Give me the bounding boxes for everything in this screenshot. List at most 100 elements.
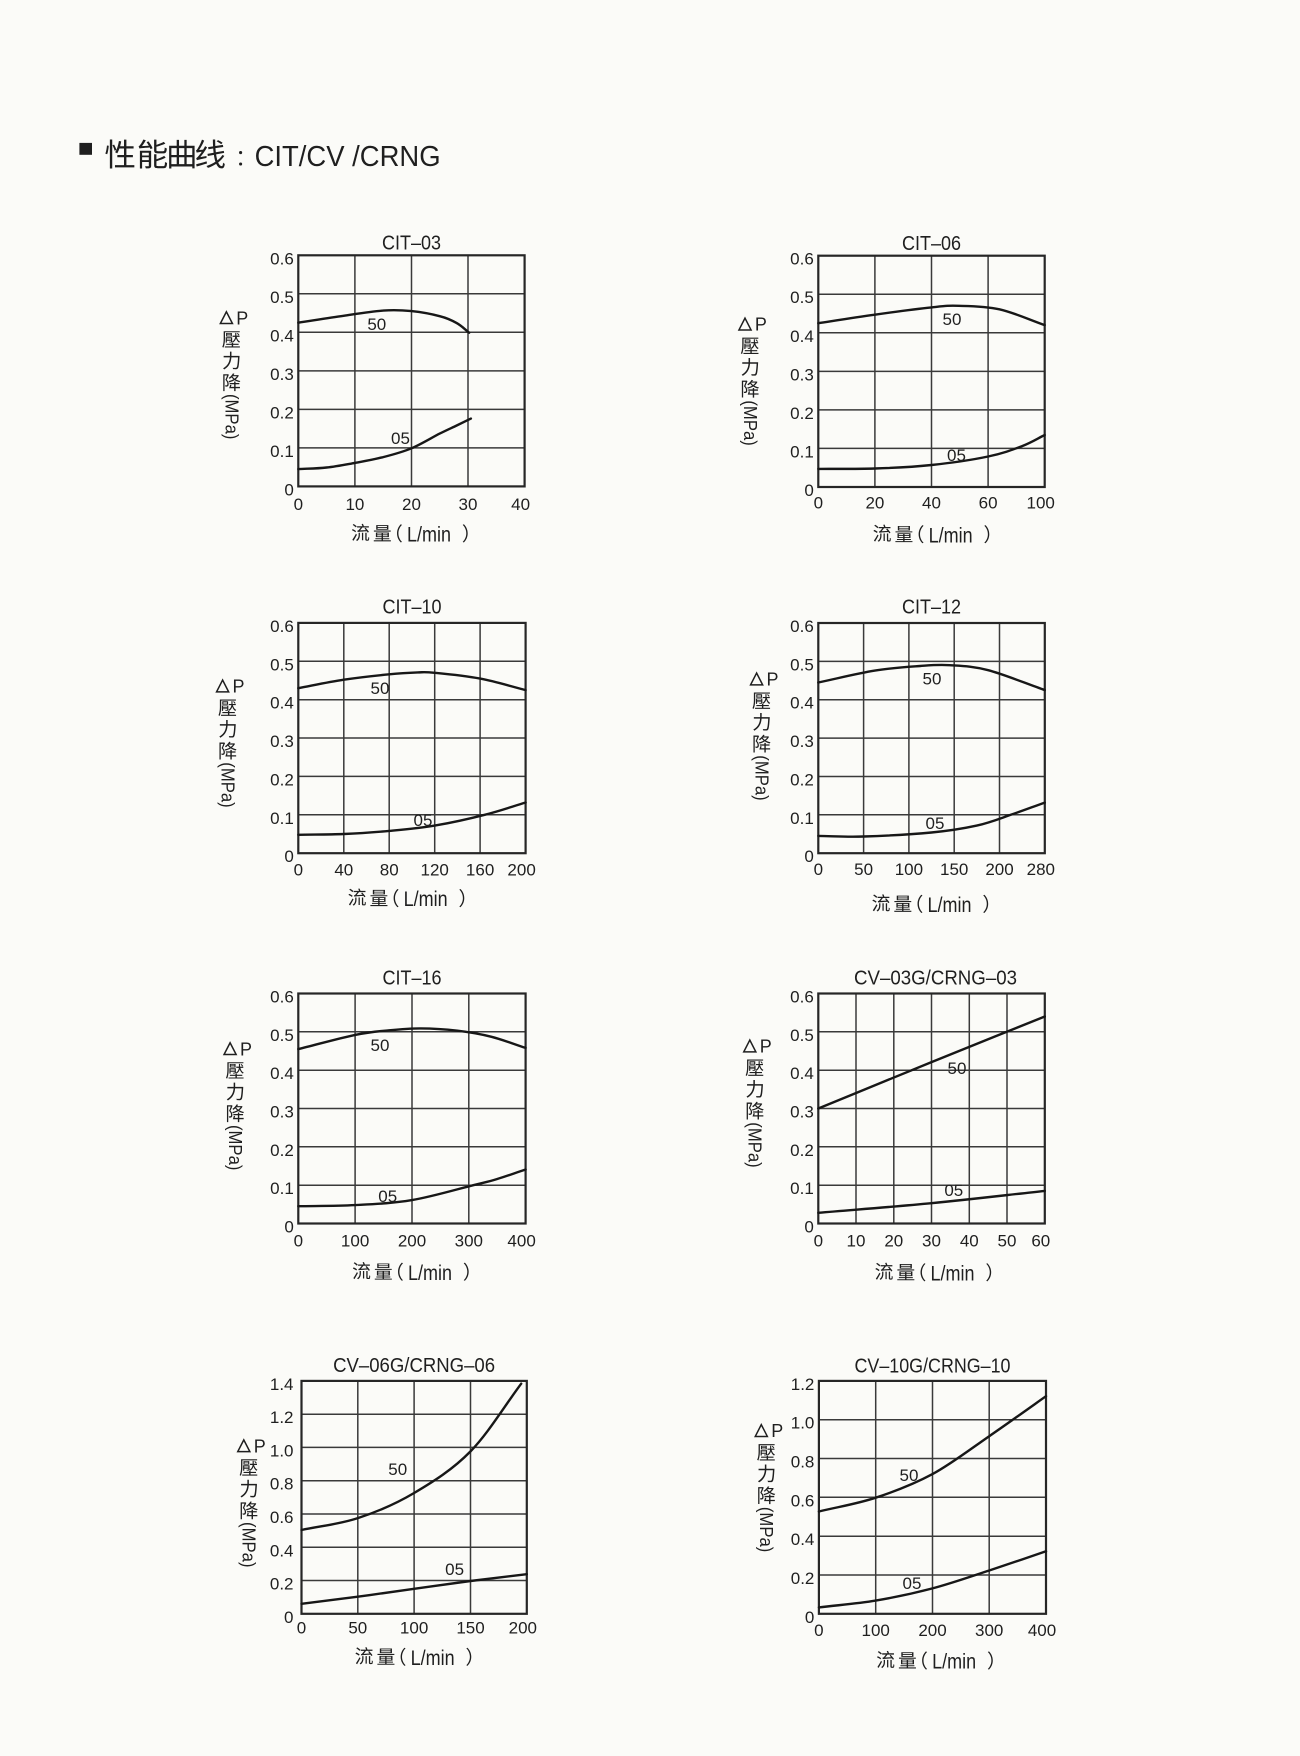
svg-text:0.4: 0.4 xyxy=(270,326,294,345)
svg-text:0: 0 xyxy=(804,847,813,866)
svg-text:0: 0 xyxy=(814,494,823,513)
svg-text:20: 20 xyxy=(884,1232,903,1251)
svg-text:0.3: 0.3 xyxy=(790,1103,814,1122)
svg-text:0.6: 0.6 xyxy=(270,617,294,636)
svg-text:200: 200 xyxy=(509,1619,537,1638)
svg-text:50: 50 xyxy=(367,315,386,334)
svg-text:0: 0 xyxy=(294,495,303,514)
svg-text:1.2: 1.2 xyxy=(791,1375,815,1394)
svg-text:40: 40 xyxy=(922,494,941,513)
svg-text:0.4: 0.4 xyxy=(790,327,814,346)
svg-text:0.6: 0.6 xyxy=(790,617,814,636)
svg-text:40: 40 xyxy=(334,860,353,879)
svg-text:0.1: 0.1 xyxy=(270,442,294,461)
svg-text:10: 10 xyxy=(847,1232,866,1251)
svg-text:05: 05 xyxy=(926,814,945,833)
svg-text:60: 60 xyxy=(979,494,998,513)
svg-text:0.1: 0.1 xyxy=(790,809,814,828)
svg-text:100: 100 xyxy=(862,1621,890,1640)
svg-text:0.6: 0.6 xyxy=(270,1508,294,1527)
svg-text:300: 300 xyxy=(455,1232,483,1251)
svg-text:0.4: 0.4 xyxy=(790,694,814,713)
svg-text:150: 150 xyxy=(456,1619,484,1638)
svg-text:60: 60 xyxy=(1031,1232,1050,1251)
svg-text:1.2: 1.2 xyxy=(270,1408,294,1427)
svg-text:0.2: 0.2 xyxy=(790,1141,814,1160)
svg-text:0: 0 xyxy=(804,1218,813,1237)
svg-text:30: 30 xyxy=(459,495,478,514)
svg-text:1.0: 1.0 xyxy=(270,1441,294,1460)
svg-text:0: 0 xyxy=(294,860,303,879)
svg-text:0.2: 0.2 xyxy=(790,771,814,790)
svg-text:0: 0 xyxy=(297,1619,306,1638)
svg-text:0.3: 0.3 xyxy=(270,365,294,384)
svg-text:CV–06G/CRNG–06: CV–06G/CRNG–06 xyxy=(333,1355,495,1377)
svg-text:50: 50 xyxy=(371,1036,390,1055)
svg-text:100: 100 xyxy=(1027,494,1055,513)
svg-text:1.4: 1.4 xyxy=(270,1375,294,1394)
svg-text:200: 200 xyxy=(398,1232,426,1251)
svg-text:CV–10G/CRNG–10: CV–10G/CRNG–10 xyxy=(855,1355,1011,1377)
svg-text:0.5: 0.5 xyxy=(790,1026,814,1045)
svg-text:0.5: 0.5 xyxy=(270,288,294,307)
svg-text:80: 80 xyxy=(380,860,399,879)
svg-text:10: 10 xyxy=(345,495,364,514)
svg-text:0: 0 xyxy=(814,860,823,879)
svg-text:50: 50 xyxy=(371,679,390,698)
svg-text:0.4: 0.4 xyxy=(790,1064,814,1083)
svg-text:0.2: 0.2 xyxy=(270,403,294,422)
svg-text:400: 400 xyxy=(1028,1621,1056,1640)
svg-text:0.2: 0.2 xyxy=(791,1569,815,1588)
svg-text:CV–03G/CRNG–03: CV–03G/CRNG–03 xyxy=(854,968,1017,990)
svg-text:0: 0 xyxy=(294,1232,303,1251)
svg-text:0.5: 0.5 xyxy=(790,655,814,674)
svg-text:100: 100 xyxy=(895,860,923,879)
svg-text:05: 05 xyxy=(947,446,966,465)
svg-text:0.6: 0.6 xyxy=(270,249,294,268)
svg-text:0.8: 0.8 xyxy=(270,1475,294,1494)
svg-text:200: 200 xyxy=(985,860,1013,879)
svg-text:0.8: 0.8 xyxy=(791,1453,815,1472)
svg-text:50: 50 xyxy=(943,310,962,329)
svg-text:CIT–03: CIT–03 xyxy=(382,233,441,255)
svg-text:40: 40 xyxy=(511,495,530,514)
svg-text:0.5: 0.5 xyxy=(270,1026,294,1045)
svg-text:0.2: 0.2 xyxy=(270,1141,294,1160)
svg-text:0.4: 0.4 xyxy=(270,694,294,713)
svg-text:0.1: 0.1 xyxy=(790,1179,814,1198)
svg-text:0: 0 xyxy=(284,480,293,499)
svg-text:50: 50 xyxy=(348,1619,367,1638)
svg-text:05: 05 xyxy=(944,1181,963,1200)
svg-text:0: 0 xyxy=(284,847,293,866)
svg-text:50: 50 xyxy=(854,860,873,879)
svg-text:0.6: 0.6 xyxy=(270,988,294,1007)
svg-text:100: 100 xyxy=(341,1232,369,1251)
svg-text:0: 0 xyxy=(814,1232,823,1251)
svg-text:CIT–06: CIT–06 xyxy=(902,233,961,255)
svg-text:0.4: 0.4 xyxy=(270,1064,294,1083)
svg-text:50: 50 xyxy=(388,1460,407,1479)
svg-text:0.2: 0.2 xyxy=(270,770,294,789)
svg-text:0.1: 0.1 xyxy=(790,442,814,461)
svg-text:0.6: 0.6 xyxy=(790,250,814,269)
svg-text:50: 50 xyxy=(948,1059,967,1078)
svg-text:0.2: 0.2 xyxy=(790,404,814,423)
svg-text:0.2: 0.2 xyxy=(270,1575,294,1594)
svg-text:50: 50 xyxy=(923,670,942,689)
svg-text:0: 0 xyxy=(804,481,813,500)
svg-text:300: 300 xyxy=(975,1621,1003,1640)
svg-text:120: 120 xyxy=(421,860,449,879)
svg-text:160: 160 xyxy=(466,860,494,879)
svg-text:150: 150 xyxy=(940,860,968,879)
svg-text:0.4: 0.4 xyxy=(270,1541,294,1560)
svg-text:0: 0 xyxy=(814,1621,823,1640)
svg-text:280: 280 xyxy=(1027,860,1055,879)
svg-text:CIT–10: CIT–10 xyxy=(383,597,442,619)
svg-text:0.3: 0.3 xyxy=(270,1103,294,1122)
svg-text:20: 20 xyxy=(865,494,884,513)
svg-text:0.5: 0.5 xyxy=(270,655,294,674)
svg-text:30: 30 xyxy=(922,1232,941,1251)
svg-text:05: 05 xyxy=(414,811,433,830)
svg-text:05: 05 xyxy=(903,1574,922,1593)
svg-text:0.1: 0.1 xyxy=(270,809,294,828)
